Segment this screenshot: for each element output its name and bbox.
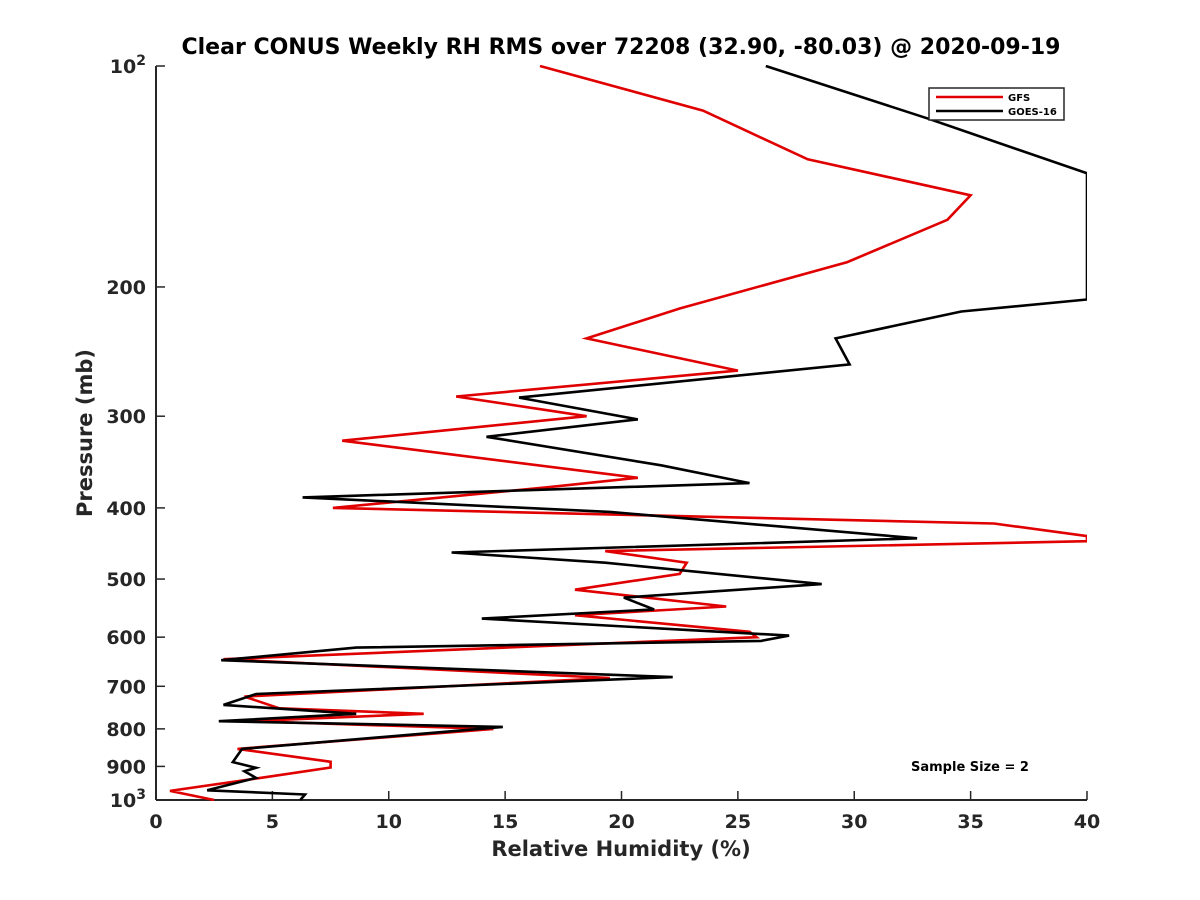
y-tick-label: 300 bbox=[106, 406, 146, 428]
x-tick-label: 20 bbox=[608, 811, 634, 833]
x-tick-label: 0 bbox=[149, 811, 162, 833]
y-tick-label: 700 bbox=[106, 676, 146, 698]
x-ticks: 0 5 10 15 20 25 30 35 40 bbox=[149, 791, 1100, 833]
x-tick-label: 25 bbox=[725, 811, 751, 833]
y-axis-label: Pressure (mb) bbox=[73, 349, 97, 517]
sample-size-annotation: Sample Size = 2 bbox=[911, 760, 1029, 775]
plot-area: 0 5 10 15 20 25 30 35 40 102 200 300 400 500 600 700 80… bbox=[106, 53, 1100, 833]
x-tick-label: 15 bbox=[492, 811, 518, 833]
x-tick-label: 35 bbox=[957, 811, 983, 833]
y-tick-label: 200 bbox=[106, 277, 146, 299]
x-tick-label: 40 bbox=[1074, 811, 1100, 833]
y-tick-label: 900 bbox=[106, 756, 146, 778]
x-tick-label: 10 bbox=[376, 811, 402, 833]
x-axis-label: Relative Humidity (%) bbox=[491, 837, 750, 861]
legend-label-gfs: GFS bbox=[1008, 93, 1030, 104]
chart-title: Clear CONUS Weekly RH RMS over 72208 (32… bbox=[182, 35, 1061, 60]
y-tick-label: 600 bbox=[106, 627, 146, 649]
y-ticks: 102 200 300 400 500 600 700 800 900 103 bbox=[106, 53, 165, 812]
series-layer bbox=[169, 65, 1087, 801]
y-tick-label: 500 bbox=[106, 569, 146, 591]
legend-label-goes16: GOES-16 bbox=[1008, 107, 1057, 118]
legend-box bbox=[928, 87, 1065, 121]
legend: GFS GOES-16 bbox=[928, 87, 1065, 121]
series-line-goes16 bbox=[206, 65, 1087, 801]
y-tick-label: 102 bbox=[110, 53, 146, 78]
x-tick-label: 5 bbox=[266, 811, 279, 833]
y-tick-label: 103 bbox=[110, 787, 146, 812]
x-tick-label: 30 bbox=[841, 811, 867, 833]
y-tick-label: 400 bbox=[106, 498, 146, 520]
y-tick-label: 800 bbox=[106, 719, 146, 741]
